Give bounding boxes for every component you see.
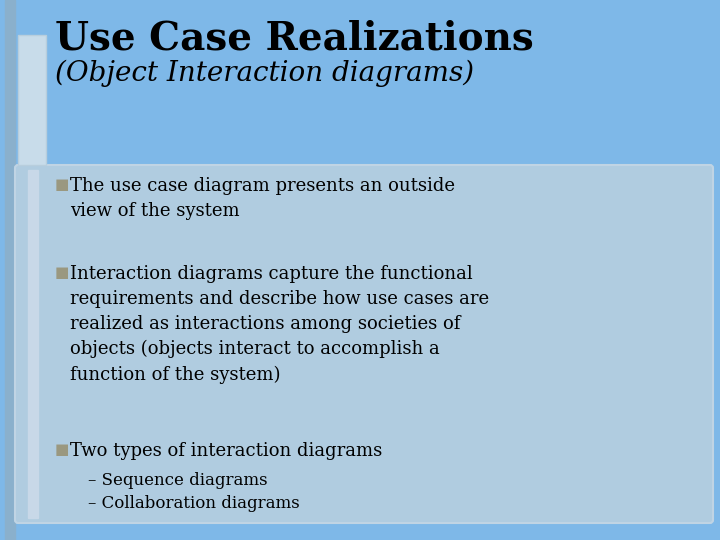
- Text: – Sequence diagrams: – Sequence diagrams: [88, 472, 268, 489]
- Text: The use case diagram presents an outside
view of the system: The use case diagram presents an outside…: [70, 177, 455, 220]
- Text: ■: ■: [55, 177, 69, 192]
- Text: Interaction diagrams capture the functional
requirements and describe how use ca: Interaction diagrams capture the functio…: [70, 265, 489, 384]
- FancyBboxPatch shape: [15, 165, 713, 523]
- Bar: [18, 35, 46, 165]
- Bar: [5, 0, 15, 540]
- Text: Two types of interaction diagrams: Two types of interaction diagrams: [70, 442, 382, 460]
- Text: Use Case Realizations: Use Case Realizations: [55, 20, 534, 58]
- Text: ■: ■: [55, 442, 69, 457]
- Bar: [28, 170, 38, 518]
- Text: – Collaboration diagrams: – Collaboration diagrams: [88, 495, 300, 512]
- Text: (Object Interaction diagrams): (Object Interaction diagrams): [55, 60, 474, 87]
- Text: ■: ■: [55, 265, 69, 280]
